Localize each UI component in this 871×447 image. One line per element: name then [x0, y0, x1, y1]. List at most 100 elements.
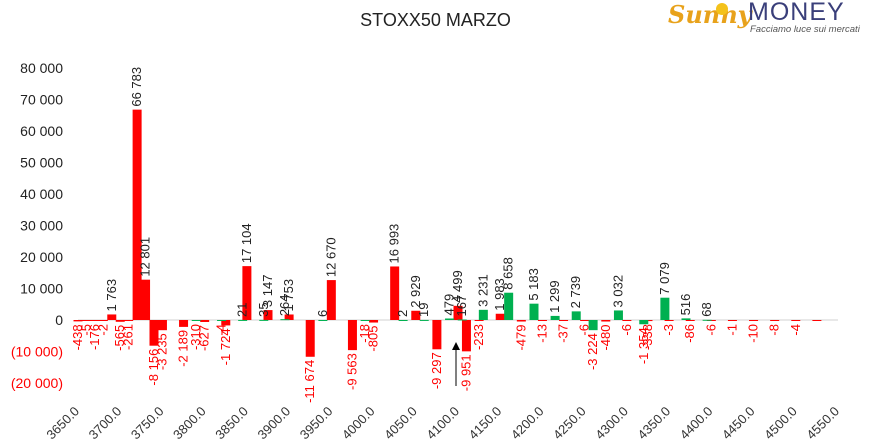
y-tick-label: 50 000 [20, 155, 63, 171]
data-label: -310 [188, 324, 203, 350]
data-label: 1 763 [104, 279, 119, 312]
x-tick-label: 4000.0 [339, 404, 378, 443]
bar [664, 320, 674, 321]
data-label: -2 [95, 324, 110, 336]
logo-money-text: MONEY [748, 0, 845, 26]
data-label: -565 [112, 325, 127, 351]
bar [559, 320, 569, 321]
data-label: -176 [87, 324, 102, 350]
data-label: -3 224 [585, 333, 600, 370]
bar [461, 320, 471, 352]
bar [601, 320, 611, 322]
data-label: -9 297 [429, 352, 444, 389]
bar [221, 320, 231, 326]
bar [318, 319, 328, 321]
data-label: 1 983 [492, 278, 507, 311]
data-label: -3 235 [154, 333, 169, 370]
data-label: -1 724 [218, 328, 233, 365]
data-label: -1 [724, 324, 739, 336]
bar [124, 320, 134, 321]
data-label: -8 [767, 324, 782, 336]
bar [474, 320, 484, 321]
data-label: -338 [640, 324, 655, 350]
bar [98, 320, 108, 321]
x-tick-label: 4100.0 [423, 404, 462, 443]
bar [432, 320, 442, 350]
bar [613, 310, 623, 320]
bar [157, 320, 167, 331]
bar [141, 279, 151, 320]
bar [504, 292, 514, 320]
x-tick-label: 4350.0 [635, 404, 674, 443]
bar [305, 320, 315, 357]
data-label: 4 499 [450, 270, 465, 303]
bar [622, 320, 632, 321]
data-label: -805 [366, 326, 381, 352]
data-label: -233 [471, 324, 486, 350]
x-tick-label: 3650.0 [43, 404, 82, 443]
bar [390, 266, 400, 320]
data-label: 2 739 [568, 276, 583, 309]
bar [179, 320, 189, 327]
bar [369, 320, 379, 323]
bar [326, 280, 336, 320]
bar [681, 318, 691, 320]
data-label: -438 [70, 324, 85, 350]
bar [242, 266, 252, 320]
data-label: 17 104 [239, 223, 254, 263]
data-label: 3 032 [610, 275, 625, 308]
bar [702, 319, 712, 321]
data-label: -627 [197, 325, 212, 351]
data-label: -1 354 [636, 327, 651, 364]
bar [149, 320, 159, 346]
data-label: -9 951 [458, 354, 473, 391]
data-label: -18 [357, 324, 372, 343]
data-label: -86 [682, 324, 697, 343]
bar [495, 313, 505, 320]
data-label: 5 183 [526, 268, 541, 301]
data-label: -13 [534, 324, 549, 343]
x-tick-label: 3800.0 [170, 404, 209, 443]
data-label: 35 [256, 302, 271, 316]
bar [537, 320, 547, 321]
x-tick-label: 4050.0 [381, 404, 420, 443]
data-label: -37 [556, 324, 571, 343]
data-label: 2 929 [408, 275, 423, 308]
x-tick-label: 4550.0 [803, 404, 842, 443]
y-tick-label: 20 000 [20, 249, 63, 265]
bar [478, 309, 488, 320]
data-label: 1 753 [281, 279, 296, 312]
data-label: -480 [598, 325, 613, 351]
bar [685, 320, 695, 321]
x-tick-label: 4300.0 [592, 404, 631, 443]
data-label: -4 [788, 324, 803, 336]
bar [191, 320, 201, 321]
bar [660, 297, 670, 320]
data-label: -479 [513, 325, 528, 351]
bar [411, 310, 421, 320]
x-tick-label: 3900.0 [255, 404, 294, 443]
bar [770, 320, 780, 321]
bar [238, 319, 248, 321]
bar [200, 320, 210, 322]
annotation-arrowhead [452, 342, 460, 350]
data-label: -4 [214, 324, 229, 336]
x-tick-label: 4250.0 [550, 404, 589, 443]
data-label: 6 [315, 310, 330, 317]
sunny-money-logo: Sunny MONEY Facciamo luce sui mercati [668, 0, 868, 38]
data-label: -6 [703, 324, 718, 336]
data-label: 7 079 [657, 262, 672, 295]
x-tick-label: 4200.0 [508, 404, 547, 443]
data-label: 3 231 [475, 274, 490, 307]
bar [419, 319, 429, 321]
x-tick-label: 3700.0 [86, 404, 125, 443]
data-label: 66 783 [129, 67, 144, 107]
data-label: -6 [619, 324, 634, 336]
chart-title: STOXX50 MARZO [360, 10, 511, 30]
logo-tagline: Facciamo luce sui mercati [750, 24, 860, 35]
bar [639, 320, 649, 325]
bar [588, 320, 598, 331]
bar [73, 320, 83, 322]
y-tick-label: 80 000 [20, 60, 63, 76]
